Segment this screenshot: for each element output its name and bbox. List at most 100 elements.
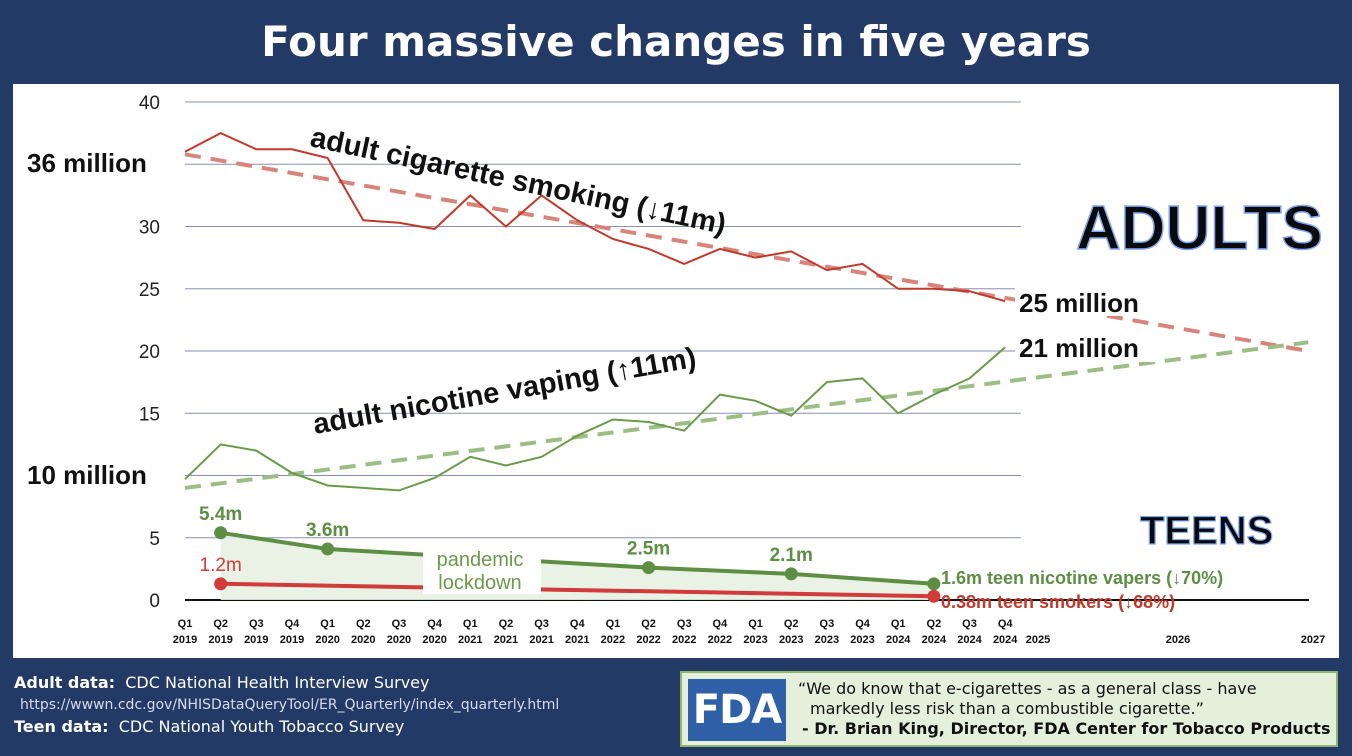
x-tick-year-extra: 2027 [1301, 634, 1325, 646]
teen-vape-marker [321, 542, 335, 556]
quote-text: “We do know that e-cigarettes - as a gen… [798, 679, 1334, 739]
teens-label: TEENS [1140, 509, 1273, 553]
quote-line-2: markedly less risk than a combustible ci… [810, 699, 1204, 718]
teen-vape-data-label: 3.6m [306, 520, 349, 541]
pandemic-box [423, 542, 541, 594]
teen-smoke-marker [927, 589, 941, 603]
smoking-series-label: adult cigarette smoking (↓11m) [308, 122, 729, 241]
x-tick-quarter: Q4 [713, 618, 729, 630]
x-tick-quarter: Q4 [285, 618, 301, 630]
adult-source-url[interactable]: https://wwwn.cdc.gov/NHISDataQueryTool/E… [20, 697, 560, 713]
x-tick-year: 2020 [315, 634, 339, 646]
x-tick-year: 2020 [422, 634, 446, 646]
x-tick-year: 2021 [565, 634, 589, 646]
y-tick-label: 20 [139, 342, 160, 363]
y-tick-label: 5 [149, 529, 160, 550]
x-tick-quarter: Q3 [392, 618, 407, 630]
page-title: Four massive changes in five years [261, 16, 1091, 66]
teen-smoke-end-label: 0.38m teen smokers (↓68%) [941, 592, 1175, 612]
x-tick-year: 2024 [993, 634, 1018, 646]
x-tick-quarter: Q4 [998, 618, 1014, 630]
adult-source-name: CDC National Health Interview Survey [125, 673, 430, 692]
data-sources: Adult data: CDC National Health Intervie… [14, 672, 674, 752]
x-tick-quarter: Q2 [356, 618, 371, 630]
x-tick-year-extra: 2025 [1026, 634, 1050, 646]
x-tick-quarter: Q1 [606, 618, 621, 630]
vaping-start-label: 10 million [27, 460, 147, 490]
x-tick-year: 2022 [672, 634, 696, 646]
x-tick-quarter: Q1 [463, 618, 478, 630]
smoking-end-label-bg [1015, 284, 1159, 316]
x-tick-quarter: Q3 [534, 618, 549, 630]
quote-line-1: “We do know that e-cigarettes - as a gen… [798, 679, 1257, 698]
lockdown-label: lockdown [438, 572, 521, 594]
x-tick-quarter: Q4 [855, 618, 871, 630]
x-tick-quarter: Q3 [249, 618, 264, 630]
x-tick-year: 2019 [280, 634, 304, 646]
x-tick-year: 2020 [387, 634, 411, 646]
x-tick-quarter: Q3 [962, 618, 977, 630]
x-tick-quarter: Q1 [891, 618, 906, 630]
teen-vape-line [220, 530, 935, 586]
x-tick-quarter: Q2 [784, 618, 799, 630]
smoking-series-line [184, 131, 1006, 303]
vaping-series-line [184, 346, 1006, 492]
x-tick-quarter: Q2 [927, 618, 942, 630]
x-tick-year: 2024 [922, 634, 947, 646]
x-tick-quarter: Q4 [570, 618, 586, 630]
pandemic-label: pandemic [437, 549, 524, 571]
teen-vape-area [220, 532, 934, 600]
x-tick-quarter: Q2 [641, 618, 656, 630]
y-tick-label: 40 [139, 93, 160, 114]
x-tick-year: 2024 [957, 634, 982, 646]
y-tick-label: 30 [139, 218, 160, 239]
x-tick-year: 2023 [779, 634, 803, 646]
fda-quote-box: FDA “We do know that e-cigarettes - as a… [680, 671, 1338, 747]
x-tick-year: 2019 [208, 634, 232, 646]
teen-smoke-line [220, 581, 934, 599]
x-tick-year: 2023 [815, 634, 839, 646]
x-tick-quarter: Q3 [677, 618, 692, 630]
x-tick-year: 2022 [601, 634, 625, 646]
x-tick-year: 2023 [850, 634, 874, 646]
x-tick-quarter: Q1 [178, 618, 193, 630]
adult-source-line: Adult data: CDC National Health Intervie… [14, 672, 674, 694]
x-tick-year: 2019 [173, 634, 197, 646]
teen-smoke-data-label: 1.2m [200, 555, 242, 576]
teen-source-name: CDC National Youth Tobacco Survey [118, 717, 405, 736]
vaping-end-label: 21 million [1019, 333, 1139, 363]
y-tick-label: 25 [139, 280, 160, 301]
x-tick-quarter: Q2 [213, 618, 228, 630]
teen-vape-marker [214, 526, 228, 540]
x-tick-year: 2019 [244, 634, 268, 646]
x-tick-quarter: Q1 [748, 618, 763, 630]
vaping-trendline [184, 340, 1309, 490]
x-tick-year: 2022 [708, 634, 732, 646]
adult-source-label: Adult data: [14, 673, 116, 692]
fda-logo: FDA [688, 679, 786, 741]
x-tick-year: 2021 [494, 634, 518, 646]
teen-source-label: Teen data: [14, 717, 109, 736]
smoking-end-label: 25 million [1019, 288, 1139, 318]
teen-vape-marker [784, 567, 798, 581]
x-tick-year: 2023 [743, 634, 767, 646]
teen-vape-data-label: 2.5m [627, 539, 670, 560]
x-tick-year: 2020 [351, 634, 375, 646]
x-tick-year: 2022 [636, 634, 660, 646]
chart-area: 0 5 15 20 25 30 40 Q1 2019 Q2 2019 Q3 2019 Q4 2019 Q1 20… [13, 84, 1339, 658]
x-tick-quarter: Q3 [820, 618, 835, 630]
x-tick-year: 2021 [529, 634, 553, 646]
x-tick-quarter: Q1 [320, 618, 335, 630]
vaping-series-label: adult nicotine vaping (↑11m) [311, 342, 699, 441]
teen-source-line: Teen data: CDC National Youth Tobacco Su… [14, 716, 674, 738]
teen-vape-marker [642, 561, 656, 575]
smoking-trendline [184, 152, 1309, 353]
teen-vape-marker [927, 577, 941, 591]
smoking-start-label: 36 million [27, 148, 147, 178]
adults-label: ADULTS [1076, 194, 1323, 263]
x-tick-quarter: Q2 [499, 618, 514, 630]
x-tick-year: 2024 [886, 634, 911, 646]
x-tick-year-extra: 2026 [1166, 634, 1190, 646]
line-chart: 051520253040Q12019Q22019Q32019Q42019Q120… [27, 93, 1325, 646]
quote-attribution: - Dr. Brian King, Director, FDA Center f… [802, 719, 1331, 738]
